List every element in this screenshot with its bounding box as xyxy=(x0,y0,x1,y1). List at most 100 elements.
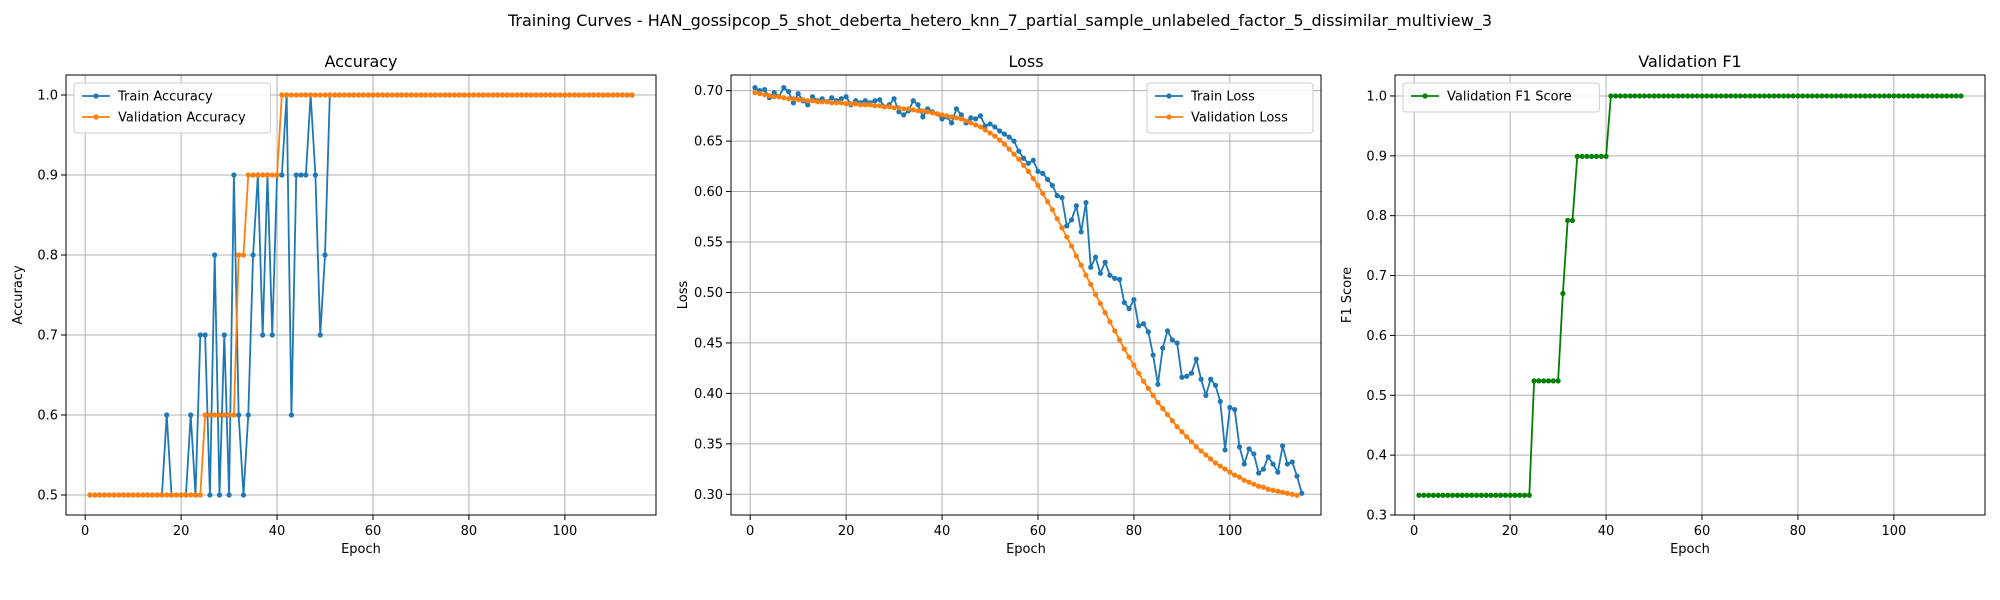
data-point xyxy=(1294,492,1300,498)
data-point xyxy=(934,111,940,117)
data-point xyxy=(408,92,414,98)
data-point xyxy=(480,92,486,98)
data-point xyxy=(1241,461,1247,467)
chart-title: Loss xyxy=(1008,52,1043,71)
data-point xyxy=(1876,93,1883,99)
data-point xyxy=(1256,483,1262,489)
data-point xyxy=(1016,156,1022,162)
y-tick-label: 0.7 xyxy=(37,329,58,344)
data-point xyxy=(929,110,936,116)
data-point xyxy=(781,85,787,91)
data-point xyxy=(1900,93,1907,99)
data-point xyxy=(1280,443,1286,449)
data-point xyxy=(1088,264,1094,270)
data-point xyxy=(925,109,931,115)
data-point xyxy=(336,92,343,98)
data-point xyxy=(1169,418,1175,424)
data-point xyxy=(1059,195,1065,201)
data-point xyxy=(1275,488,1281,494)
data-point xyxy=(87,492,93,498)
y-tick-label: 0.65 xyxy=(694,135,723,150)
data-point xyxy=(795,91,801,97)
data-point xyxy=(1800,93,1806,99)
data-point xyxy=(1198,376,1204,382)
data-point xyxy=(188,492,194,498)
data-point xyxy=(1136,370,1142,376)
data-point xyxy=(1848,93,1854,99)
data-point xyxy=(1054,216,1060,222)
data-point xyxy=(1579,153,1585,160)
y-tick-label: 0.35 xyxy=(694,437,723,452)
y-tick-label: 1.0 xyxy=(1366,89,1387,104)
legend-entry: Train Loss xyxy=(1190,90,1255,105)
data-point xyxy=(1713,93,1719,99)
data-point xyxy=(973,116,979,122)
x-tick-label: 100 xyxy=(552,524,577,539)
data-point xyxy=(1116,337,1123,343)
data-point xyxy=(1169,337,1175,343)
data-point xyxy=(1445,492,1451,498)
data-point xyxy=(805,102,811,108)
data-point xyxy=(1723,93,1729,99)
data-point xyxy=(910,98,916,104)
data-point xyxy=(857,102,864,108)
data-point xyxy=(168,492,175,498)
data-point xyxy=(600,92,606,98)
y-tick-label: 1.0 xyxy=(37,89,58,104)
data-point xyxy=(1425,492,1432,498)
data-point xyxy=(1212,460,1219,466)
data-point xyxy=(279,92,285,98)
data-point xyxy=(1188,370,1195,376)
data-point xyxy=(790,100,796,106)
data-point xyxy=(303,92,309,98)
data-point xyxy=(1265,486,1271,492)
data-point xyxy=(805,98,811,104)
data-point xyxy=(1680,93,1686,99)
data-point xyxy=(216,492,223,498)
data-point xyxy=(610,92,616,98)
data-point xyxy=(1241,477,1247,483)
data-point xyxy=(1011,138,1017,144)
data-point xyxy=(1217,398,1223,405)
data-point xyxy=(1217,463,1223,469)
data-point xyxy=(92,492,98,498)
data-point xyxy=(1155,399,1161,406)
data-point xyxy=(1284,490,1291,496)
data-point xyxy=(1560,290,1566,297)
data-point xyxy=(833,100,840,106)
data-point xyxy=(471,92,477,98)
data-point xyxy=(96,492,103,498)
data-point xyxy=(1078,262,1084,268)
data-point xyxy=(790,96,796,102)
y-tick-label: 0.5 xyxy=(37,489,58,504)
data-point xyxy=(260,332,266,338)
data-point xyxy=(1054,193,1060,199)
data-point xyxy=(1030,157,1036,163)
data-point xyxy=(567,92,573,98)
data-point xyxy=(1097,300,1103,307)
y-tick-label: 0.8 xyxy=(1366,209,1387,224)
data-point xyxy=(552,92,558,98)
data-point xyxy=(519,92,525,98)
data-point xyxy=(1732,93,1739,99)
data-point xyxy=(1251,481,1257,487)
chart-title: Accuracy xyxy=(324,52,397,71)
data-point xyxy=(891,105,897,111)
data-point xyxy=(1665,93,1672,99)
data-point xyxy=(1891,93,1897,99)
data-point xyxy=(949,114,955,120)
legend: Train Loss Validation Loss xyxy=(1146,82,1314,134)
data-point xyxy=(1929,93,1935,99)
data-point xyxy=(1613,93,1619,99)
data-point xyxy=(1021,162,1027,168)
data-point xyxy=(771,94,777,100)
data-point xyxy=(1121,346,1127,352)
data-point xyxy=(1049,182,1055,189)
y-tick-label: 0.40 xyxy=(694,387,723,402)
data-point xyxy=(317,92,323,98)
data-point xyxy=(120,492,127,498)
data-point xyxy=(317,332,323,338)
data-point xyxy=(499,92,506,98)
legend-box xyxy=(73,82,271,134)
chart-panel-3: 0 20 40 60 80 100 0.3 0.4 0.5 0.6 0.7 0.8 0.9 1.0 Vali… xyxy=(1340,52,1986,557)
